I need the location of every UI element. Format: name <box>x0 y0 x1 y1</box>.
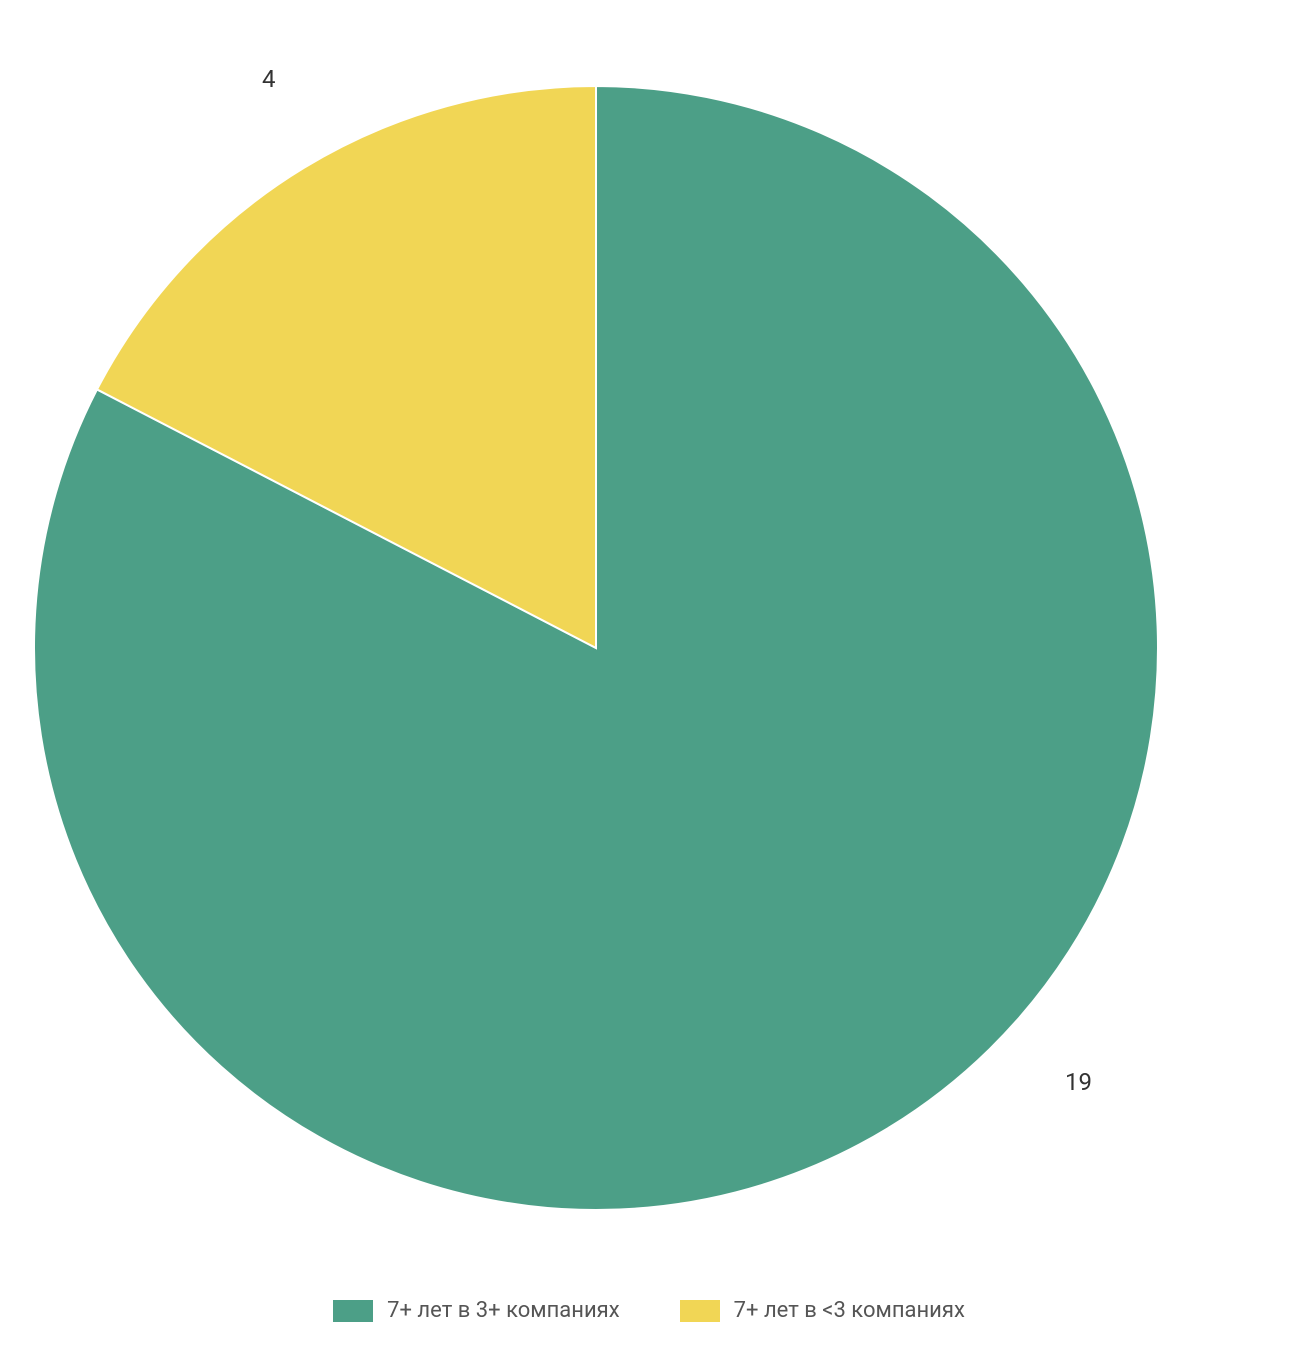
legend-item-1: 7+ лет в <3 компаниях <box>680 1298 965 1323</box>
legend-label-0: 7+ лет в 3+ компаниях <box>387 1298 620 1323</box>
slice-label-1: 4 <box>262 65 276 93</box>
pie-chart <box>30 82 1162 1214</box>
legend-swatch-1 <box>680 1300 720 1322</box>
legend: 7+ лет в 3+ компаниях 7+ лет в <3 компан… <box>0 1298 1298 1323</box>
pie-chart-container: 19 4 7+ лет в 3+ компаниях 7+ лет в <3 к… <box>0 0 1298 1360</box>
legend-item-0: 7+ лет в 3+ компаниях <box>333 1298 620 1323</box>
legend-label-1: 7+ лет в <3 компаниях <box>734 1298 965 1323</box>
slice-label-0: 19 <box>1065 1068 1092 1096</box>
legend-swatch-0 <box>333 1300 373 1322</box>
